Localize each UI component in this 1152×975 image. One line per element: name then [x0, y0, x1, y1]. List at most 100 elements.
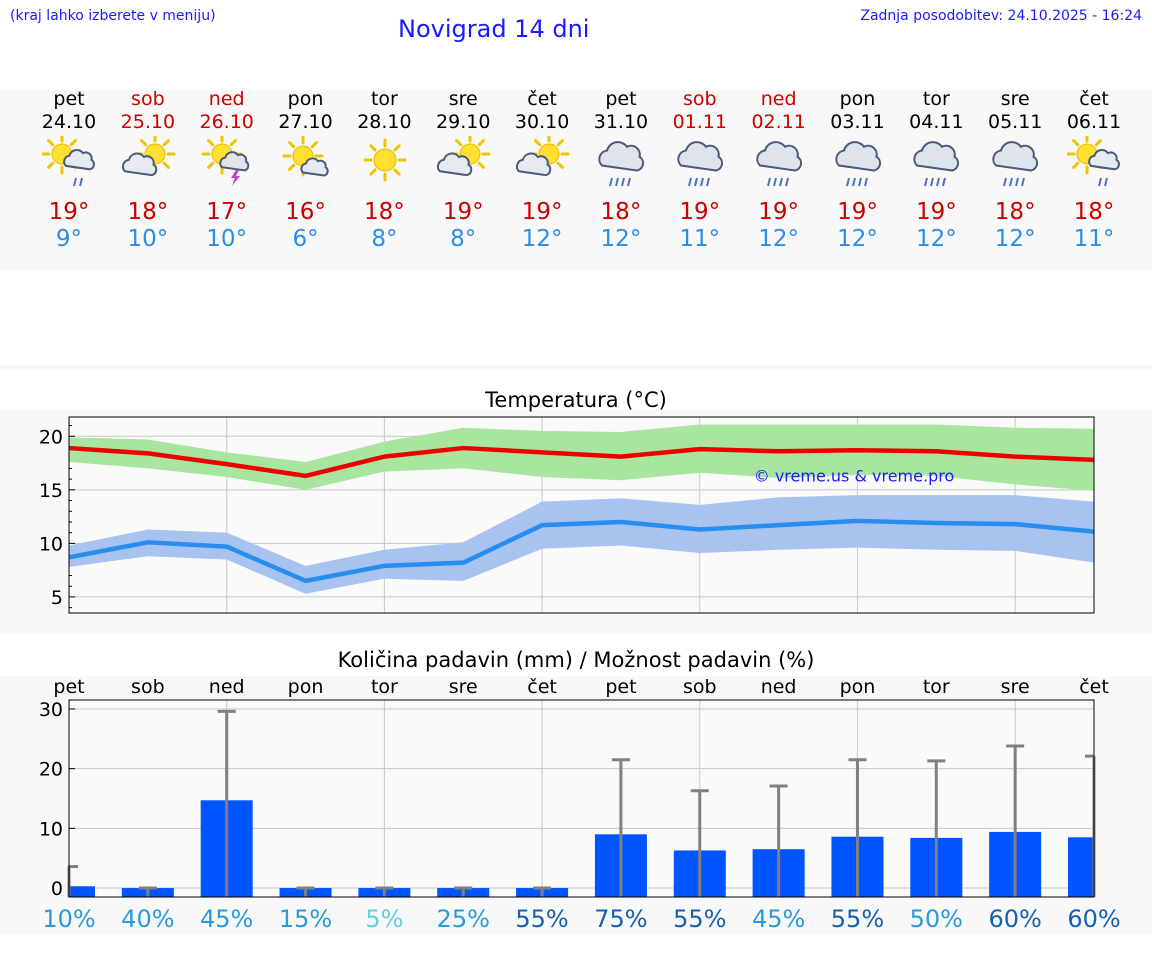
- x-category-label: pon: [288, 676, 324, 698]
- y-tick-label: 20: [39, 759, 63, 781]
- min-temperature: 12°: [994, 226, 1036, 252]
- divider: [0, 365, 1152, 370]
- day-name: čet: [527, 88, 557, 110]
- x-category-label: sre: [449, 676, 478, 698]
- day-date: 06.11: [1066, 111, 1122, 133]
- precipitation-probability: 55%: [831, 905, 884, 933]
- sun-cloud-icon: [437, 136, 491, 177]
- day-name: čet: [1079, 88, 1109, 110]
- max-temperature: 18°: [1073, 199, 1115, 225]
- max-temperature-range: [69, 424, 1094, 491]
- day-column: tor 04.11 19° 12°: [897, 88, 975, 252]
- day-date: 04.11: [909, 111, 964, 133]
- precipitation-probability: 5%: [365, 905, 403, 933]
- day-name: pet: [605, 88, 637, 110]
- max-temperature: 19°: [679, 199, 721, 225]
- day-column: pon 03.11 19° 12°: [819, 88, 897, 252]
- day-date: 25.10: [120, 111, 176, 133]
- x-category-label: ned: [209, 676, 245, 698]
- precipitation-probability: 40%: [121, 905, 174, 933]
- forecast-strip: [0, 90, 1152, 270]
- y-tick-label: 10: [39, 533, 63, 555]
- max-temperature: 19°: [48, 199, 90, 225]
- day-name: pon: [839, 88, 876, 110]
- day-date: 28.10: [357, 111, 412, 133]
- day-date: 24.10: [41, 111, 97, 133]
- max-temperature: 18°: [364, 199, 405, 225]
- max-temperature: 19°: [758, 199, 800, 225]
- cloud-rain-icon: [755, 141, 802, 187]
- day-name: sre: [448, 88, 478, 110]
- x-category-label: tor: [923, 676, 950, 698]
- day-name: tor: [922, 88, 950, 110]
- day-name: ned: [760, 88, 797, 110]
- precipitation-probability: 25%: [437, 905, 490, 933]
- x-category-label: sob: [683, 676, 717, 698]
- day-name: ned: [208, 88, 245, 110]
- x-category-label: pet: [605, 676, 636, 698]
- cloud-rain-icon: [598, 141, 644, 187]
- max-temperature: 18°: [994, 199, 1036, 225]
- precipitation-bar: [69, 886, 95, 897]
- day-name: sob: [683, 88, 717, 110]
- x-category-label: čet: [1079, 676, 1109, 698]
- min-temperature: 8°: [450, 226, 477, 252]
- day-name: pet: [53, 88, 85, 110]
- day-column: tor 28.10 18° 8°: [345, 88, 423, 252]
- day-column: čet 06.11 18° 11°: [1055, 88, 1133, 252]
- min-temperature: 10°: [127, 226, 169, 252]
- day-date: 01.11: [672, 111, 727, 133]
- sun-small-cloud-icon: [282, 136, 329, 177]
- precipitation-bar: [1068, 837, 1094, 897]
- day-date: 29.10: [436, 111, 491, 133]
- max-temperature: 18°: [127, 199, 169, 225]
- day-column: pet 24.10 19° 9°: [30, 88, 108, 252]
- precipitation-probability: 55%: [673, 905, 726, 933]
- day-column: sob 01.11 19° 11°: [661, 88, 739, 252]
- sun-cloud-icon: [121, 136, 176, 177]
- day-date: 26.10: [199, 111, 254, 133]
- x-category-label: ned: [761, 676, 797, 698]
- precipitation-chart-title: Količina padavin (mm) / Možnost padavin …: [337, 648, 815, 672]
- precipitation-probability: 45%: [752, 905, 805, 933]
- day-date: 31.10: [593, 111, 649, 133]
- min-temperature: 12°: [758, 226, 800, 252]
- max-temperature: 18°: [600, 199, 642, 225]
- x-category-label: tor: [371, 676, 398, 698]
- min-temperature: 10°: [206, 226, 248, 252]
- sun-thunder-icon: [201, 136, 249, 186]
- min-temperature: 12°: [600, 226, 642, 252]
- min-temperature: 8°: [371, 226, 398, 252]
- precipitation-probability: 45%: [200, 905, 253, 933]
- day-name: tor: [370, 88, 398, 110]
- last-update: Zadnja posodobitev: 24.10.2025 - 16:24: [860, 8, 1142, 24]
- max-temperature: 19°: [521, 199, 563, 225]
- min-temperature: 6°: [292, 226, 319, 252]
- y-tick-label: 10: [39, 818, 63, 840]
- temperature-chart: 5 10 15 20 © vreme.us & vreme.pro: [39, 416, 1095, 614]
- plot-frame: [68, 416, 1095, 614]
- cloud-rain-icon: [913, 141, 960, 187]
- precipitation-chart: pet sob ned pon tor sre čet pet sob ned pon tor sre č…: [39, 676, 1121, 933]
- x-category-label: čet: [527, 676, 557, 698]
- location-hint: (kraj lahko izberete v meniju): [10, 8, 216, 24]
- y-tick-label: 30: [39, 699, 63, 721]
- sun-cloud-rain-icon: [42, 136, 95, 187]
- min-temperature: 12°: [837, 226, 878, 252]
- day-column: pon 27.10 16° 6°: [267, 88, 345, 252]
- precipitation-probability: 15%: [279, 905, 332, 933]
- precipitation-probability: 60%: [1067, 905, 1120, 933]
- sun-cloud-icon: [516, 136, 570, 177]
- day-date: 02.11: [751, 111, 806, 133]
- cloud-rain-icon: [992, 141, 1039, 187]
- x-category-label: pet: [53, 676, 84, 698]
- precipitation-probability: 55%: [515, 905, 568, 933]
- max-temperature: 19°: [837, 199, 878, 225]
- x-category-label: sob: [131, 676, 165, 698]
- day-column: sre 05.11 18° 12°: [976, 88, 1054, 252]
- day-date: 05.11: [987, 111, 1043, 133]
- max-temperature: 19°: [442, 199, 484, 225]
- day-date: 03.11: [830, 111, 885, 133]
- min-temperature: 12°: [521, 226, 563, 252]
- y-tick-label: 0: [51, 878, 63, 900]
